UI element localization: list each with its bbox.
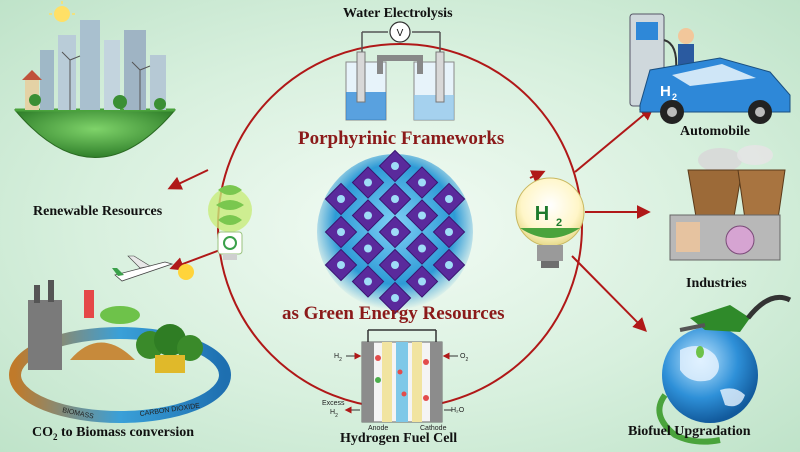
framework-pore bbox=[445, 261, 453, 269]
bulb-h2-label: H bbox=[535, 203, 549, 225]
title-porphyrinic-frameworks: Porphyrinic Frameworks bbox=[298, 128, 505, 149]
framework-pore bbox=[445, 228, 453, 236]
fuel-cell-anode-label: Anode bbox=[368, 425, 388, 432]
voltmeter-icon bbox=[389, 21, 411, 43]
framework-pore bbox=[337, 261, 345, 269]
framework-pore bbox=[391, 228, 399, 236]
svg-text:2: 2 bbox=[672, 92, 677, 102]
renewable-city-graphic bbox=[13, 1, 177, 158]
framework-pore bbox=[445, 195, 453, 203]
framework-pore bbox=[418, 277, 426, 286]
framework-pore bbox=[418, 211, 426, 220]
fuel-cell-h2-in-label: H2 bbox=[334, 353, 342, 363]
fuel-cell-cathode-label: Cathode bbox=[420, 425, 447, 432]
label-hydrogen-fuel-cell: Hydrogen Fuel Cell bbox=[340, 431, 458, 446]
title-green-energy: as Green Energy Resources bbox=[282, 303, 505, 324]
voltmeter-label: V bbox=[397, 28, 404, 39]
framework-pore bbox=[364, 244, 372, 253]
label-water-electrolysis: Water Electrolysis bbox=[343, 6, 453, 21]
framework-pore bbox=[391, 261, 399, 269]
framework-pore bbox=[391, 195, 399, 203]
framework-pore bbox=[364, 277, 372, 286]
fuel-cell-h2o-label: H₂O bbox=[451, 407, 465, 414]
label-industries: Industries bbox=[686, 276, 747, 291]
label-renewable-resources: Renewable Resources bbox=[33, 204, 163, 219]
airplane-graphic bbox=[112, 255, 194, 282]
framework-graphic bbox=[317, 149, 473, 315]
framework-pore bbox=[418, 178, 426, 187]
fuel-cell-h2-out-label: H2 bbox=[330, 409, 338, 419]
car-h2-label: H bbox=[660, 83, 671, 100]
automobile-graphic: H 2 bbox=[629, 13, 791, 124]
framework-pore bbox=[418, 244, 426, 253]
framework-pore bbox=[391, 294, 399, 302]
label-biofuel-upgradation: Biofuel Upgradation bbox=[628, 424, 751, 439]
framework-pore bbox=[337, 195, 345, 203]
flow-arrows bbox=[167, 106, 655, 332]
label-co2-biomass: CO2 to Biomass conversion bbox=[32, 425, 194, 442]
hydrogen-bulb-graphic: H 2 bbox=[515, 177, 585, 268]
fuel-cell-excess-label: Excess bbox=[322, 400, 345, 407]
biofuel-graphic bbox=[656, 294, 792, 445]
industries-graphic bbox=[669, 145, 786, 261]
framework-pore bbox=[391, 162, 399, 170]
electrolysis-cell-graphic: V bbox=[345, 21, 455, 121]
green-bulb-graphic bbox=[208, 185, 252, 260]
fuel-cell-graphic: H2 O2 Excess H2 H₂O Anode Cathode bbox=[322, 329, 468, 432]
biomass-cycle-graphic: BIOMASS CARBON DIOXIDE bbox=[9, 280, 231, 423]
svg-text:2: 2 bbox=[556, 217, 562, 229]
label-automobile: Automobile bbox=[680, 124, 750, 139]
framework-pore bbox=[337, 228, 345, 236]
framework-pore bbox=[364, 211, 372, 220]
fuel-cell-o2-label: O2 bbox=[460, 353, 468, 363]
framework-pore bbox=[364, 178, 372, 187]
